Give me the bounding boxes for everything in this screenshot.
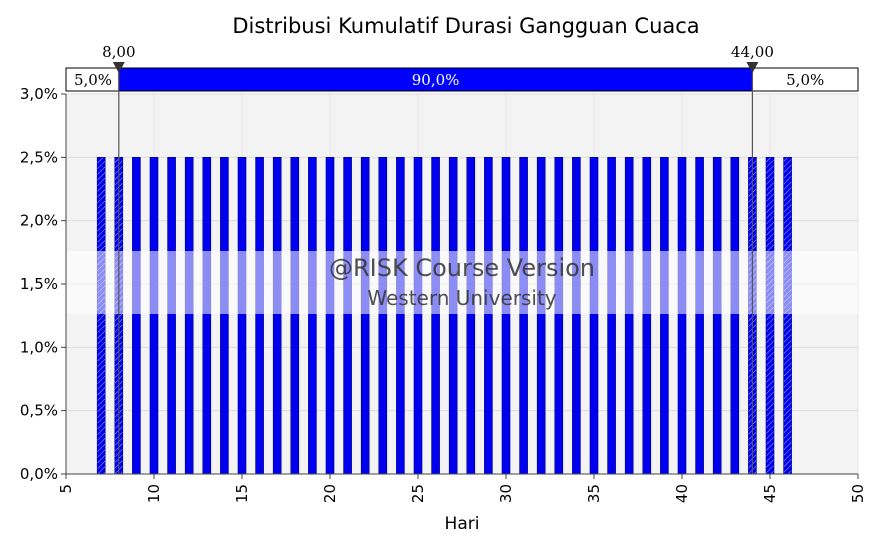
bar-day-34 — [572, 157, 581, 475]
bar-day-42 — [712, 157, 722, 475]
bar-day-25 — [413, 157, 423, 475]
bar-day-10 — [149, 157, 159, 475]
chart-title: Distribusi Kumulatif Durasi Gangguan Cua… — [232, 14, 699, 38]
bar-day-23 — [378, 157, 388, 475]
band-right-pct: 5,0% — [786, 71, 824, 89]
bar-day-12 — [184, 157, 194, 475]
bar-day-39 — [660, 157, 669, 475]
bar-day-9 — [132, 157, 141, 475]
right-delimiter-value: 44,00 — [731, 43, 774, 61]
bar-day-33 — [554, 157, 564, 475]
bar-day-22 — [360, 157, 370, 475]
bar-day-38 — [642, 157, 652, 475]
bar-day-41 — [695, 157, 704, 475]
bar-day-16 — [255, 157, 264, 475]
bar-day-18 — [290, 157, 300, 475]
bar-day-24 — [396, 157, 405, 475]
left-delimiter-handle[interactable] — [112, 62, 125, 73]
watermark-line2: Western University — [367, 286, 556, 310]
bar-day-45 — [765, 157, 775, 475]
bar-day-46 — [783, 157, 792, 475]
x-axis-label: Hari — [445, 514, 480, 534]
x-tick-label: 20 — [321, 484, 339, 503]
watermark-line1: @RISK Course Version — [329, 254, 595, 282]
bar-day-29 — [484, 157, 493, 475]
y-tick-label: 1,5% — [20, 275, 58, 293]
band-middle-pct: 90,0% — [412, 71, 460, 89]
bar-day-17 — [272, 157, 282, 475]
y-ticks: 0,0% 0,5% 1,0% 1,5% 2,0% 2,5% 3,0% — [20, 85, 66, 483]
bar-day-36 — [607, 157, 616, 475]
left-delimiter-value: 8,00 — [102, 43, 135, 61]
bar-day-21 — [343, 157, 352, 475]
band-left-pct: 5,0% — [74, 71, 112, 89]
y-tick-label: 2,0% — [20, 212, 58, 230]
x-tick-label: 5 — [57, 484, 75, 494]
bar-day-30 — [501, 157, 511, 475]
x-tick-label: 40 — [673, 484, 691, 503]
bar-day-35 — [589, 157, 599, 475]
x-tick-label: 35 — [585, 484, 603, 503]
x-tick-label: 25 — [409, 484, 427, 503]
bar-day-20 — [325, 157, 335, 475]
bar-day-32 — [536, 157, 546, 475]
bar-day-43 — [730, 157, 740, 475]
bar-day-37 — [624, 157, 634, 475]
y-tick-label: 1,0% — [20, 338, 58, 356]
bar-day-40 — [677, 157, 687, 475]
x-tick-label: 15 — [233, 484, 251, 503]
bar-day-7 — [96, 157, 106, 475]
x-tick-label: 30 — [497, 484, 515, 503]
x-ticks: 5 10 15 20 25 30 35 40 45 50 — [57, 474, 867, 503]
right-delimiter-handle[interactable] — [746, 62, 759, 73]
bar-day-27 — [448, 157, 458, 475]
x-tick-label: 10 — [145, 484, 163, 503]
bar-day-19 — [308, 157, 317, 475]
y-tick-label: 0,5% — [20, 402, 58, 420]
y-tick-label: 3,0% — [20, 85, 58, 103]
y-tick-label: 0,0% — [20, 465, 58, 483]
bar-day-31 — [519, 157, 528, 475]
bar-day-14 — [220, 157, 229, 475]
bar-day-13 — [202, 157, 212, 475]
bar-day-11 — [167, 157, 176, 475]
watermark-band — [66, 251, 858, 314]
bar-day-28 — [466, 157, 476, 475]
x-tick-label: 45 — [761, 484, 779, 503]
y-tick-label: 2,5% — [20, 148, 58, 166]
bar-day-15 — [237, 157, 247, 475]
bar-day-26 — [431, 157, 440, 475]
x-tick-label: 50 — [849, 484, 867, 503]
